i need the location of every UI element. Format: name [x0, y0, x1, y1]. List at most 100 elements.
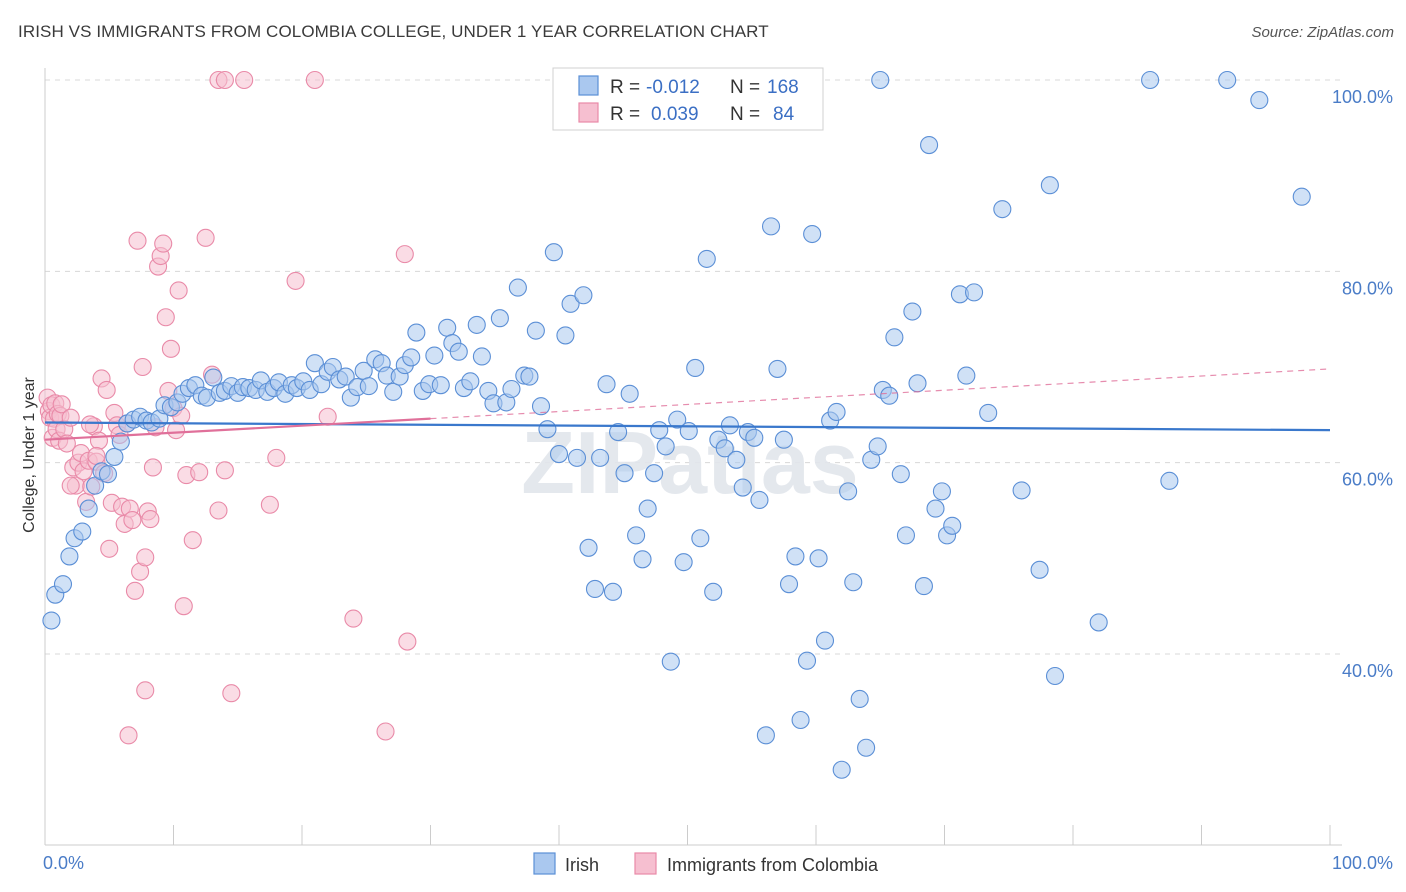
- colombia-point: [209, 501, 228, 520]
- colombia-point: [161, 339, 180, 358]
- irish-point: [779, 575, 799, 594]
- x-tick-label: 0.0%: [43, 853, 84, 873]
- irish-point: [839, 482, 858, 501]
- irish-point: [704, 582, 723, 601]
- irish-point: [60, 547, 79, 566]
- irish-point: [926, 499, 945, 518]
- irish-point: [850, 689, 869, 709]
- irish-point: [567, 448, 587, 467]
- colombia-point: [125, 581, 144, 600]
- irish-point: [502, 379, 521, 399]
- irish-point: [79, 499, 98, 518]
- irish-point: [774, 430, 793, 449]
- colombia-point: [222, 684, 241, 703]
- legend-n-value-colombia: 84: [773, 104, 795, 125]
- irish-point: [965, 283, 984, 302]
- irish-point: [520, 367, 539, 386]
- legend-swatch-colombia: [578, 102, 599, 123]
- irish-point: [627, 526, 646, 545]
- y-tick-label: 40.0%: [1342, 661, 1393, 681]
- irish-point: [727, 450, 746, 469]
- colombia-point: [398, 632, 417, 651]
- irish-point: [1089, 613, 1108, 632]
- irish-point: [650, 421, 669, 440]
- trend-lines: [44, 368, 1331, 441]
- irish-point: [638, 499, 657, 518]
- irish-point: [880, 386, 899, 405]
- irish-point: [461, 372, 480, 391]
- irish-point: [1218, 70, 1237, 90]
- colombia-point: [97, 380, 116, 400]
- colombia-point: [183, 531, 202, 550]
- irish-point: [407, 323, 426, 342]
- colombia-point: [305, 70, 324, 90]
- irish-point: [674, 553, 693, 572]
- legend-n-label-colombia: N =: [730, 104, 760, 125]
- irish-point: [42, 611, 61, 630]
- irish-point: [761, 217, 781, 236]
- irish-point: [691, 529, 710, 548]
- irish-point: [561, 294, 580, 313]
- colombia-point: [174, 597, 193, 616]
- irish-point: [896, 526, 916, 545]
- irish-point: [359, 377, 378, 396]
- colombia-point: [169, 281, 188, 300]
- irish-point: [857, 738, 876, 757]
- irish-point: [786, 547, 805, 566]
- colombia-point: [136, 681, 155, 700]
- irish-point: [1045, 666, 1065, 686]
- irish-point: [697, 249, 716, 268]
- legend-r-label-colombia: R =: [610, 104, 640, 125]
- irish-point: [868, 437, 887, 456]
- colombia-point: [89, 431, 109, 450]
- irish-point: [914, 577, 933, 596]
- colombia-point: [260, 495, 279, 514]
- colombia-point: [286, 271, 305, 290]
- bottom-legend-label-irish: Irish: [565, 855, 599, 875]
- irish-point: [538, 420, 557, 439]
- legend-swatch-irish: [578, 75, 599, 96]
- legend-r-value-irish: -0.012: [646, 77, 700, 98]
- colombia-point: [267, 448, 286, 467]
- colombia-trend-extension: [430, 368, 1331, 420]
- irish-point: [768, 359, 787, 378]
- irish-point: [979, 403, 998, 422]
- x-tick-label: 100.0%: [1332, 853, 1393, 873]
- legend-n-value-irish: 168: [767, 77, 799, 98]
- legend-r-value-colombia: 0.039: [651, 104, 699, 125]
- irish-point: [1040, 176, 1059, 195]
- colombia-point: [376, 722, 395, 741]
- irish-point: [733, 478, 752, 497]
- irish-point: [305, 354, 324, 373]
- irish-point: [531, 397, 551, 416]
- irish-point: [803, 224, 822, 244]
- irish-point: [431, 376, 450, 395]
- colombia-point: [190, 463, 209, 482]
- irish-point: [815, 631, 835, 650]
- colombia-point: [123, 511, 142, 530]
- axes: [44, 68, 1342, 846]
- irish-point: [920, 136, 939, 155]
- irish-point: [73, 522, 92, 541]
- irish-point: [1160, 471, 1179, 490]
- irish-point: [756, 726, 775, 745]
- irish-point: [609, 423, 628, 442]
- y-axis-label: College, Under 1 year: [21, 377, 38, 533]
- irish-point: [384, 382, 403, 401]
- irish-point: [579, 538, 598, 557]
- bottom-legend-swatch-colombia: [634, 852, 657, 875]
- colombia-point: [80, 415, 100, 434]
- legend-r-label-irish: R =: [610, 77, 640, 98]
- irish-point: [679, 422, 698, 441]
- chart-title: IRISH VS IMMIGRANTS FROM COLOMBIA COLLEG…: [18, 22, 769, 41]
- irish-point: [715, 439, 734, 458]
- irish-point: [449, 342, 468, 361]
- colombia-point: [156, 308, 175, 327]
- colombia-point: [52, 395, 71, 414]
- stats-legend: R = -0.012 N = 168 R = 0.039 N = 84: [552, 67, 824, 131]
- irish-trend-line: [44, 421, 1331, 432]
- colombia-point: [136, 548, 155, 567]
- irish-point: [402, 348, 421, 367]
- irish-point: [1141, 70, 1160, 90]
- irish-point: [832, 760, 851, 779]
